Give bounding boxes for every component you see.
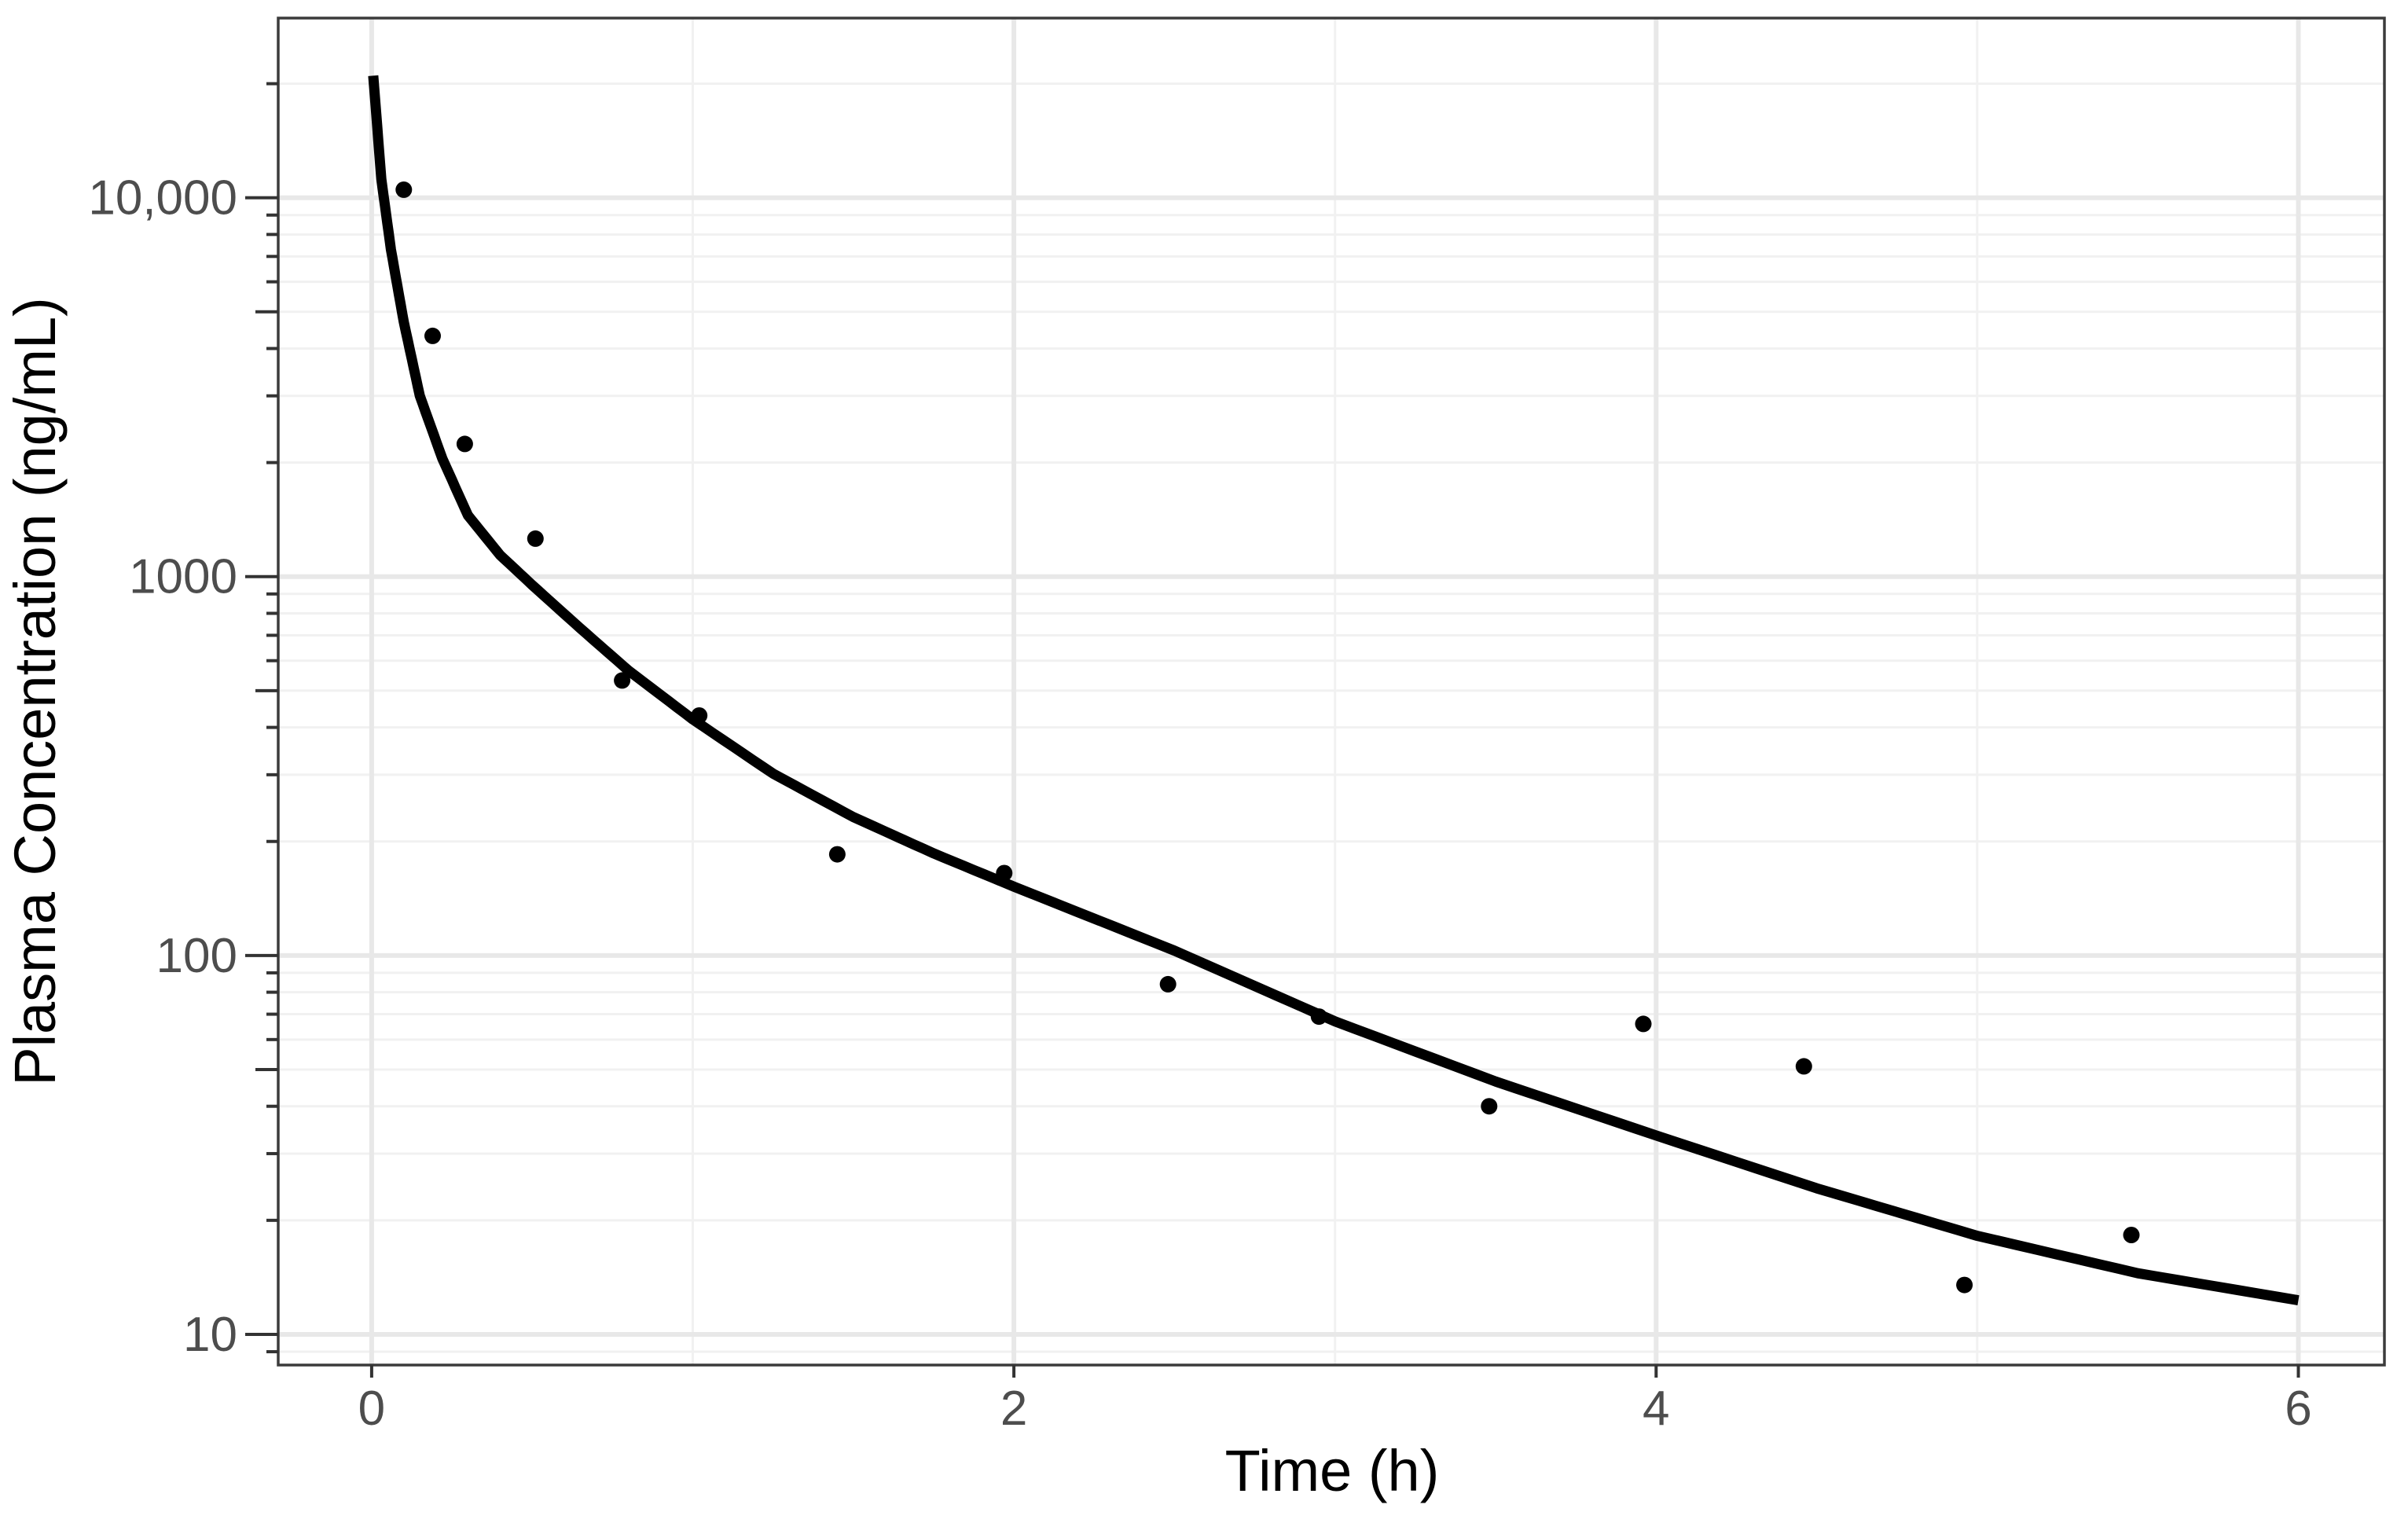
data-point <box>996 864 1013 882</box>
axis-ticks <box>245 82 2300 1378</box>
gridlines-major <box>278 18 2384 1365</box>
data-point <box>1159 975 1176 993</box>
y-tick-label: 100 <box>156 929 237 983</box>
x-axis-title: Time (h) <box>1225 1438 1440 1503</box>
x-tick-label: 4 <box>1643 1382 1669 1436</box>
x-tick-label: 2 <box>1000 1382 1027 1436</box>
data-point <box>1481 1098 1498 1115</box>
data-point <box>1795 1058 1812 1075</box>
data-point <box>395 181 413 198</box>
gridlines-minor <box>278 18 2384 1365</box>
x-tick-label: 6 <box>2285 1382 2311 1436</box>
data-point <box>828 846 846 863</box>
data-point <box>2123 1227 2140 1243</box>
x-tick-label: 0 <box>358 1382 385 1436</box>
series-layer <box>368 75 2300 1306</box>
data-point <box>1956 1276 1973 1294</box>
data-point <box>456 435 473 453</box>
y-tick-label: 1000 <box>129 550 237 604</box>
data-point <box>424 327 441 344</box>
y-axis-title: Plasma Concentration (ng/mL) <box>2 297 68 1086</box>
fit-line <box>368 75 2300 1306</box>
y-tick-label: 10,000 <box>88 171 237 226</box>
data-point <box>1635 1015 1652 1033</box>
axis-tick-labels: 0 2 4 6 10 100 1000 10,000 <box>88 171 2311 1436</box>
data-point <box>691 707 708 724</box>
data-point <box>527 530 544 547</box>
data-point <box>614 672 631 689</box>
data-point <box>1310 1008 1327 1026</box>
y-tick-label: 10 <box>183 1308 237 1362</box>
